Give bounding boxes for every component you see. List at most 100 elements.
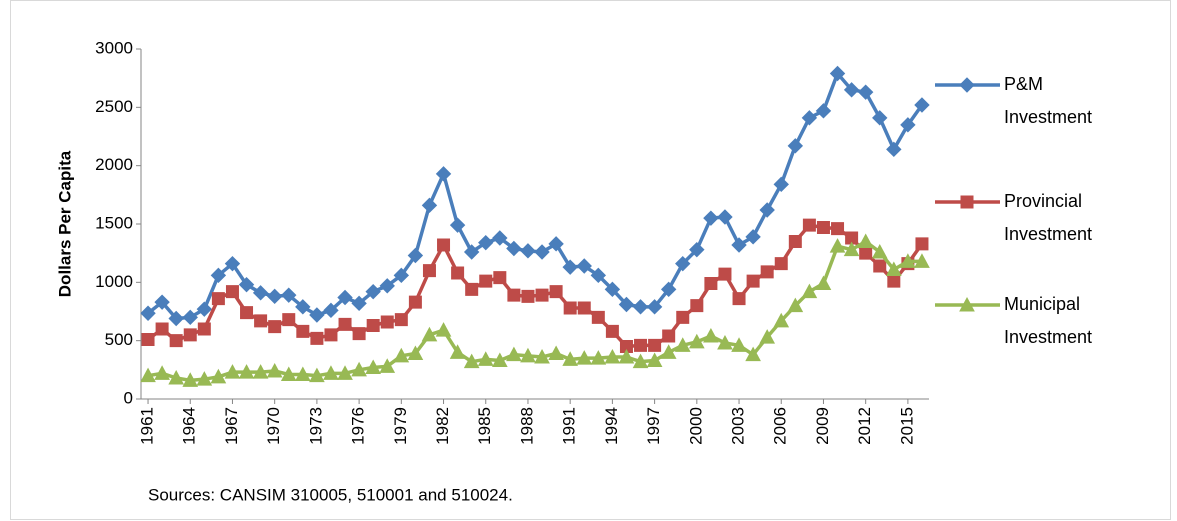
marker xyxy=(618,348,635,364)
x-tick-label: 1973 xyxy=(306,407,325,445)
marker xyxy=(591,310,605,324)
marker xyxy=(632,299,649,315)
legend-marker xyxy=(960,195,974,209)
marker xyxy=(491,352,508,367)
marker xyxy=(408,295,422,309)
marker xyxy=(660,281,677,298)
marker xyxy=(252,364,269,379)
y-tick-label: 2000 xyxy=(95,155,133,174)
x-tick-label: 1991 xyxy=(560,407,579,445)
marker xyxy=(886,141,902,158)
marker xyxy=(717,209,733,225)
legend-label: P&M Investment xyxy=(1004,74,1093,127)
marker xyxy=(831,222,845,236)
x-tick-label: 1994 xyxy=(602,407,621,445)
marker xyxy=(674,337,691,352)
marker xyxy=(421,197,438,214)
marker xyxy=(689,241,705,258)
marker xyxy=(845,231,859,245)
marker xyxy=(407,345,424,360)
legend-label: Provincial Investment xyxy=(1004,191,1093,244)
marker xyxy=(437,238,451,252)
marker xyxy=(915,237,929,251)
marker xyxy=(759,202,775,218)
x-tick-label: 2000 xyxy=(686,407,705,445)
marker xyxy=(745,346,761,362)
marker xyxy=(380,315,394,329)
marker xyxy=(493,271,507,285)
marker xyxy=(900,117,916,133)
y-tick-label: 2500 xyxy=(95,97,133,116)
x-tick-label: 1970 xyxy=(264,407,283,445)
marker xyxy=(648,338,662,352)
series-line xyxy=(146,223,924,349)
marker xyxy=(196,301,213,317)
marker xyxy=(182,372,199,387)
marker xyxy=(506,346,522,362)
marker xyxy=(210,267,227,284)
x-tick-label: 1979 xyxy=(391,407,410,445)
marker xyxy=(506,240,522,257)
x-tick-label: 2006 xyxy=(771,407,790,445)
marker xyxy=(463,353,480,369)
marker xyxy=(549,285,563,299)
marker xyxy=(815,103,832,119)
marker xyxy=(140,305,156,321)
marker xyxy=(829,238,846,253)
marker xyxy=(463,244,480,260)
marker xyxy=(393,267,410,284)
marker xyxy=(857,233,874,248)
y-tick-label: 1500 xyxy=(95,213,133,232)
x-tick-label: 2003 xyxy=(729,407,748,445)
marker xyxy=(238,276,255,293)
marker xyxy=(309,367,325,383)
marker xyxy=(351,361,367,377)
marker xyxy=(604,348,621,364)
marker xyxy=(141,333,155,346)
marker xyxy=(788,235,802,248)
marker xyxy=(449,344,466,359)
x-tick-label: 2012 xyxy=(855,407,874,445)
marker xyxy=(843,241,860,257)
marker xyxy=(379,278,395,294)
x-tick-label: 1988 xyxy=(517,407,536,445)
marker xyxy=(774,257,788,271)
marker xyxy=(210,368,227,384)
marker xyxy=(337,289,353,306)
marker xyxy=(309,307,325,323)
marker xyxy=(281,287,297,303)
marker xyxy=(465,282,479,296)
marker xyxy=(294,366,311,381)
marker xyxy=(224,255,241,272)
marker xyxy=(421,326,438,342)
marker xyxy=(407,247,424,264)
marker xyxy=(662,329,676,343)
marker xyxy=(872,110,888,126)
marker xyxy=(787,138,804,154)
marker xyxy=(477,351,494,366)
marker xyxy=(365,283,381,300)
x-tick-label: 1961 xyxy=(138,407,157,445)
marker xyxy=(590,267,607,284)
marker xyxy=(224,364,241,379)
marker xyxy=(351,295,367,312)
marker xyxy=(280,366,297,381)
marker xyxy=(914,97,930,113)
marker xyxy=(885,261,902,276)
y-tick-label: 0 xyxy=(124,388,133,407)
marker xyxy=(816,221,830,234)
marker xyxy=(197,322,211,336)
y-axis-label: Dollars Per Capita xyxy=(55,150,74,297)
marker xyxy=(773,312,790,328)
marker xyxy=(690,299,704,313)
marker xyxy=(366,319,380,332)
marker xyxy=(196,371,213,386)
marker xyxy=(154,294,170,310)
marker xyxy=(731,237,747,253)
marker xyxy=(422,264,436,278)
marker xyxy=(155,322,169,336)
marker xyxy=(646,299,663,315)
marker xyxy=(338,317,352,331)
marker xyxy=(168,310,184,327)
